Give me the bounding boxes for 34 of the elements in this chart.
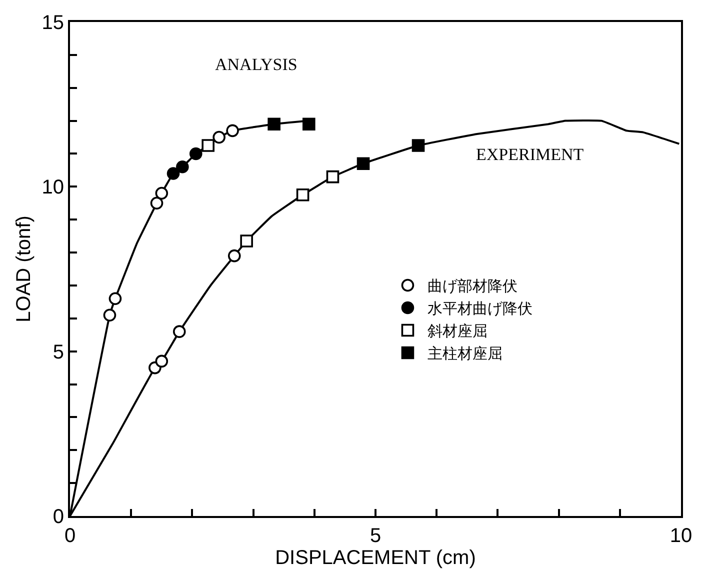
point (240, 234, 253, 248)
point (268, 118, 280, 130)
x-tick-label: 5 (370, 525, 382, 547)
x-axis-title: DISPLACEMENT (cm) (275, 547, 476, 569)
point (176, 160, 189, 174)
y-tick-label: 10 (42, 176, 64, 199)
point (202, 139, 214, 152)
point (166, 167, 180, 180)
point (172, 325, 186, 338)
point (212, 130, 226, 144)
series-label: EXPERIMENT (476, 145, 584, 164)
point (296, 188, 310, 202)
point (155, 354, 168, 368)
x-tick-label: 10 (670, 525, 692, 547)
point (189, 147, 202, 160)
point (326, 170, 340, 184)
y-tick-label: 0 (52, 506, 64, 528)
point (108, 292, 122, 306)
point (412, 139, 425, 152)
point (356, 157, 370, 170)
y-tick-label: 15 (42, 12, 64, 34)
point (302, 118, 316, 130)
y-axis-title: LOAD (tonf) (12, 216, 35, 322)
point (103, 308, 116, 322)
point (155, 186, 168, 200)
point (228, 249, 241, 262)
y-tick-label: 5 (52, 341, 64, 364)
point (150, 196, 164, 210)
legend-label: 主柱材座屈 (428, 344, 503, 363)
legend-label: 水平材曲げ降伏 (428, 300, 533, 318)
text: ANALYSIS (215, 55, 298, 74)
legend-label: 曲げ部材降伏 (428, 277, 518, 296)
point (226, 124, 239, 138)
legend-label: 斜材座屈 (428, 322, 488, 340)
